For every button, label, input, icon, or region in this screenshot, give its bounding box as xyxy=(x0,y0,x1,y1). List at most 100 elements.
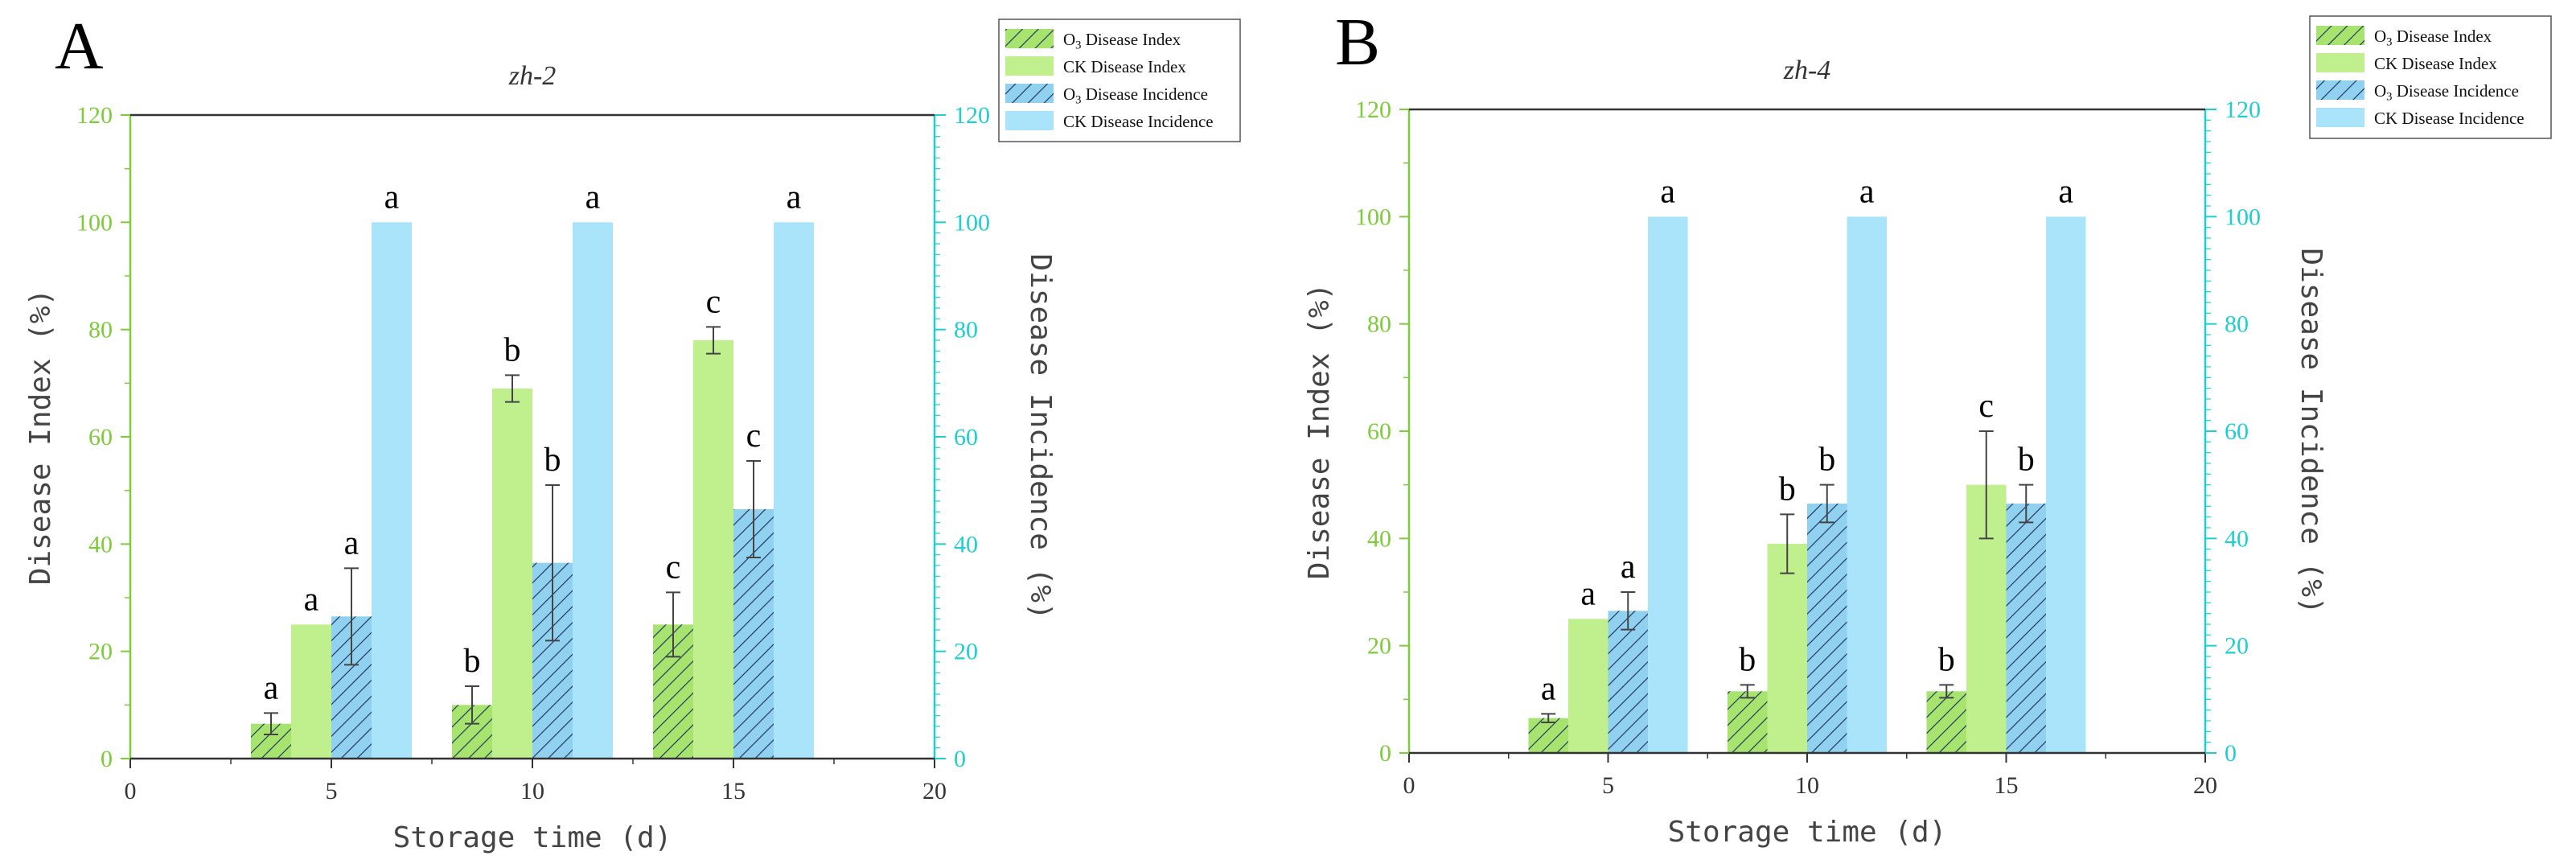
bar-hatch xyxy=(1528,718,1568,753)
y-tick-label-right: 20 xyxy=(2225,633,2249,660)
bar-hatch xyxy=(1608,611,1648,753)
significance-letter: a xyxy=(384,179,400,216)
y-tick-label-left: 20 xyxy=(1367,633,1391,660)
y-tick-label-left: 20 xyxy=(88,639,113,665)
bar-hatch xyxy=(1728,691,1768,753)
x-tick-label: 15 xyxy=(1995,772,2019,799)
legend-label: CK Disease Index xyxy=(2374,54,2497,73)
y-axis-label-left: Disease Index (%) xyxy=(24,289,57,585)
significance-letter: a xyxy=(787,179,802,216)
y-axis-label-right: Disease Incidence (%) xyxy=(1024,253,1057,619)
significance-letter: a xyxy=(585,179,601,216)
x-tick-label: 5 xyxy=(326,778,338,804)
significance-letter: b xyxy=(504,331,521,368)
significance-letter: a xyxy=(1580,575,1596,612)
significance-letter: c xyxy=(1978,388,1994,425)
significance-letter: b xyxy=(464,643,481,680)
y-tick-label-left: 40 xyxy=(1367,525,1391,552)
y-tick-label-left: 100 xyxy=(1355,204,1391,230)
y-tick-label-left: 0 xyxy=(1379,740,1391,767)
legend: O3 Disease Index CK Disease Index O3 Disea… xyxy=(998,19,1241,142)
significance-letter: a xyxy=(1541,670,1556,707)
significance-letter: a xyxy=(304,581,319,618)
bar xyxy=(1847,216,1887,753)
significance-letter: a xyxy=(1621,549,1636,586)
y-axis-label-left: Disease Index (%) xyxy=(1303,283,1336,579)
y-tick-label-left: 40 xyxy=(88,531,113,557)
y-tick-label-right: 40 xyxy=(954,531,978,557)
y-tick-label-left: 80 xyxy=(1367,311,1391,338)
x-axis-label: Storage time (d) xyxy=(393,821,672,854)
y-tick-label-right: 20 xyxy=(954,639,978,665)
y-tick-label-right: 120 xyxy=(2225,97,2261,123)
y-tick-label-right: 60 xyxy=(2225,418,2249,445)
significance-letter: c xyxy=(746,418,762,455)
legend-swatch-hatch xyxy=(2316,80,2364,100)
y-tick-label-right: 100 xyxy=(2225,204,2261,230)
legend-label: O3 Disease Incidence xyxy=(2374,81,2519,104)
y-tick-label-right: 80 xyxy=(2225,311,2249,338)
panel-label: A xyxy=(55,9,104,84)
bar xyxy=(2046,216,2086,753)
x-tick-label: 20 xyxy=(2193,772,2217,799)
y-tick-label-right: 100 xyxy=(954,209,990,236)
legend-label: CK Disease Incidence xyxy=(1063,112,1214,131)
bar xyxy=(573,222,613,759)
bar xyxy=(774,222,814,759)
significance-letter: a xyxy=(2058,173,2073,210)
legend-swatch xyxy=(2316,108,2364,127)
bar xyxy=(372,222,412,759)
bar xyxy=(1568,619,1608,753)
significance-letter: c xyxy=(666,549,681,586)
x-tick-label: 15 xyxy=(721,778,746,804)
bar-hatch xyxy=(1807,504,1847,753)
significance-letter: b xyxy=(544,442,561,479)
x-tick-label: 5 xyxy=(1602,772,1614,799)
y-tick-label-left: 60 xyxy=(88,424,113,450)
bar-hatch xyxy=(1926,691,1966,753)
legend-label: O3 Disease Index xyxy=(1063,30,1181,52)
legend-swatch xyxy=(1005,56,1054,76)
significance-letter: b xyxy=(1779,471,1796,508)
y-tick-label-left: 0 xyxy=(101,746,113,772)
y-tick-label-right: 60 xyxy=(954,424,978,450)
x-tick-label: 10 xyxy=(1795,772,1819,799)
chart-title: zh-4 xyxy=(1783,56,1831,85)
bar xyxy=(291,624,331,759)
significance-letter: b xyxy=(1938,641,1955,678)
significance-letter: a xyxy=(1859,173,1875,210)
y-tick-label-left: 120 xyxy=(1355,97,1391,123)
bar xyxy=(492,389,532,759)
bar-hatch xyxy=(2006,504,2046,753)
y-axis-label-right: Disease Incidence (%) xyxy=(2295,248,2327,614)
significance-letter: c xyxy=(706,283,721,320)
y-tick-label-left: 80 xyxy=(88,317,113,343)
bar xyxy=(1767,544,1807,753)
panel-label: B xyxy=(1335,5,1380,80)
bar xyxy=(1648,216,1688,753)
y-tick-label-left: 60 xyxy=(1367,418,1391,445)
x-tick-label: 20 xyxy=(922,778,947,804)
legend-label: CK Disease Incidence xyxy=(2374,109,2525,128)
bar xyxy=(693,340,733,759)
y-tick-label-right: 120 xyxy=(954,102,990,129)
significance-letter: b xyxy=(1818,442,1835,479)
legend-swatch xyxy=(1005,111,1054,130)
x-axis-label: Storage time (d) xyxy=(1668,816,1947,849)
significance-letter: b xyxy=(1739,641,1756,678)
significance-letter: b xyxy=(2018,442,2035,479)
legend-swatch-hatch xyxy=(1005,29,1054,48)
legend-swatch-hatch xyxy=(2316,26,2364,45)
legend-label: O3 Disease Incidence xyxy=(1063,84,1208,107)
significance-letter: a xyxy=(344,525,359,562)
y-tick-label-left: 100 xyxy=(76,209,113,236)
x-tick-label: 0 xyxy=(125,778,137,804)
legend-swatch xyxy=(2316,53,2364,72)
legend-label: O3 Disease Index xyxy=(2374,27,2492,49)
y-tick-label-right: 0 xyxy=(954,746,966,772)
